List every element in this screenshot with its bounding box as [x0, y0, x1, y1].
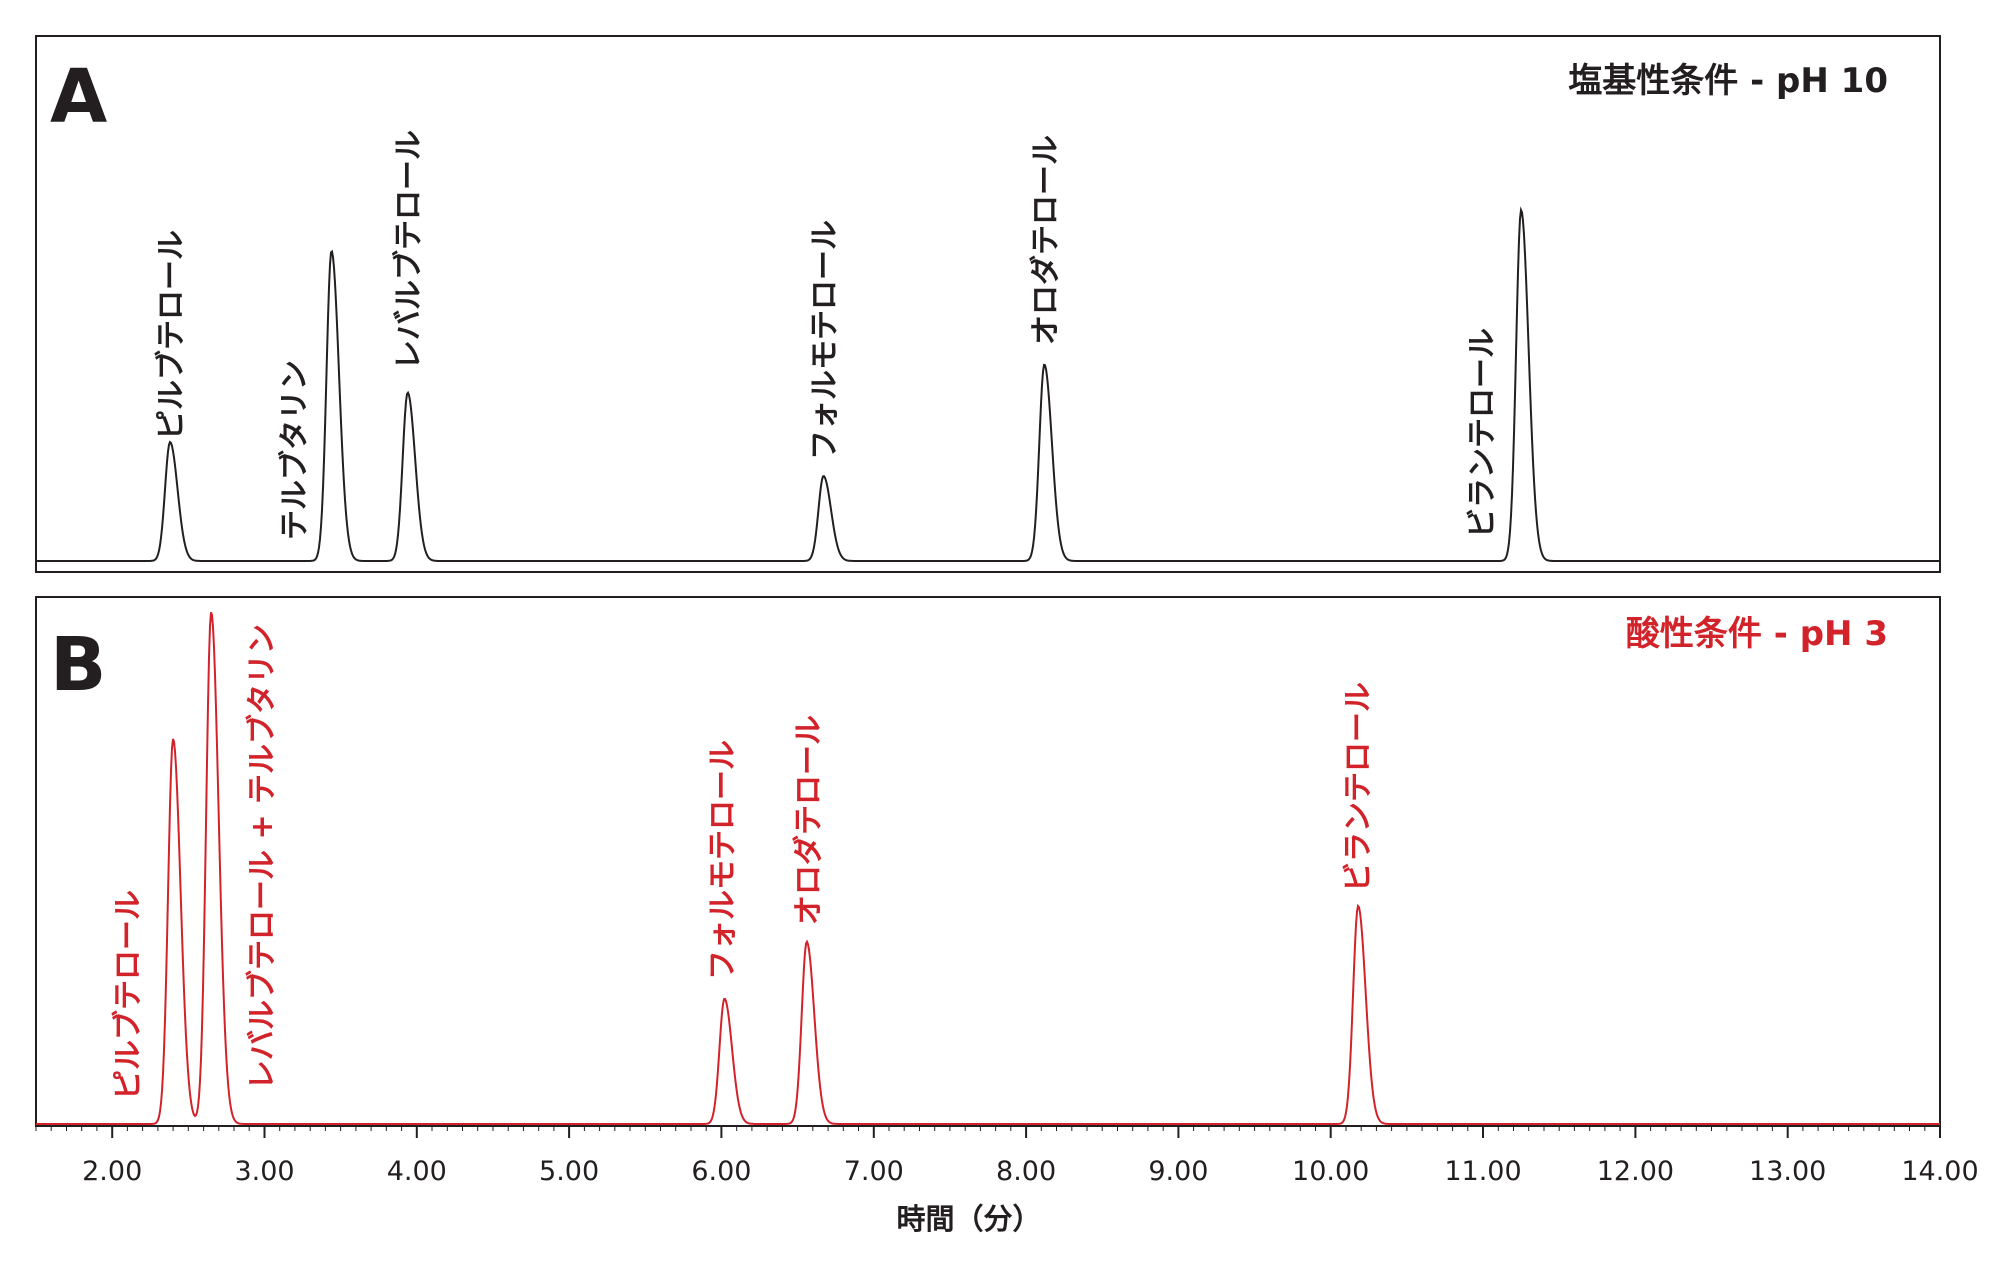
x-tick-label: 7.00	[844, 1156, 904, 1187]
x-tick-label: 4.00	[387, 1156, 447, 1187]
peak-label: フォルモテロール	[706, 740, 741, 980]
peak-label: オロダテロール	[792, 715, 827, 925]
x-tick-label: 12.00	[1597, 1156, 1674, 1187]
panel-b-trace	[36, 611, 1940, 1125]
x-tick-label: 2.00	[82, 1156, 142, 1187]
panel-b-letter: B	[50, 622, 106, 708]
panel-a-frame	[35, 35, 1941, 573]
peak-label: ビランテロール	[1341, 682, 1376, 892]
x-axis: 2.00 3.00 4.00 5.00 6.00 7.00 8.00 9.00 10.00 11.…	[35, 1126, 1979, 1187]
x-tick-label: 13.00	[1749, 1156, 1826, 1187]
panel-a-letter: A	[50, 54, 107, 140]
x-tick-label: 5.00	[539, 1156, 599, 1187]
panel-a-condition: 塩基性条件 - pH 10	[1568, 61, 1888, 101]
x-tick-label: 10.00	[1292, 1156, 1369, 1187]
x-tick-label: 6.00	[691, 1156, 751, 1187]
x-tick-label: 11.00	[1444, 1156, 1521, 1187]
x-tick-label: 9.00	[1148, 1156, 1208, 1187]
peak-label: レバルブテロール	[392, 130, 427, 370]
x-tick-label: 14.00	[1901, 1156, 1978, 1187]
x-tick-label: 3.00	[234, 1156, 294, 1187]
peak-label: フォルモテロール	[808, 220, 843, 460]
panel-b-frame	[35, 596, 1941, 1127]
peak-label: テルブタリン	[278, 360, 313, 540]
x-tick-label: 8.00	[996, 1156, 1056, 1187]
peak-label: レバルブテロール + テルブタリン	[245, 624, 280, 1090]
peak-label: ピルブテロール	[111, 890, 146, 1100]
peak-label: オロダテロール	[1028, 135, 1063, 345]
peak-label: ピルブテロール	[154, 230, 189, 440]
x-axis-title: 時間（分）	[896, 1202, 1041, 1236]
panel-b-peak-labels: ピルブテロール レバルブテロール + テルブタリン フォルモテロール オロダテロール ビ…	[111, 624, 1376, 1100]
panel-a-trace	[36, 206, 1940, 562]
peak-label: ビランテロール	[1465, 328, 1500, 538]
panel-b-condition: 酸性条件 - pH 3	[1626, 614, 1888, 654]
